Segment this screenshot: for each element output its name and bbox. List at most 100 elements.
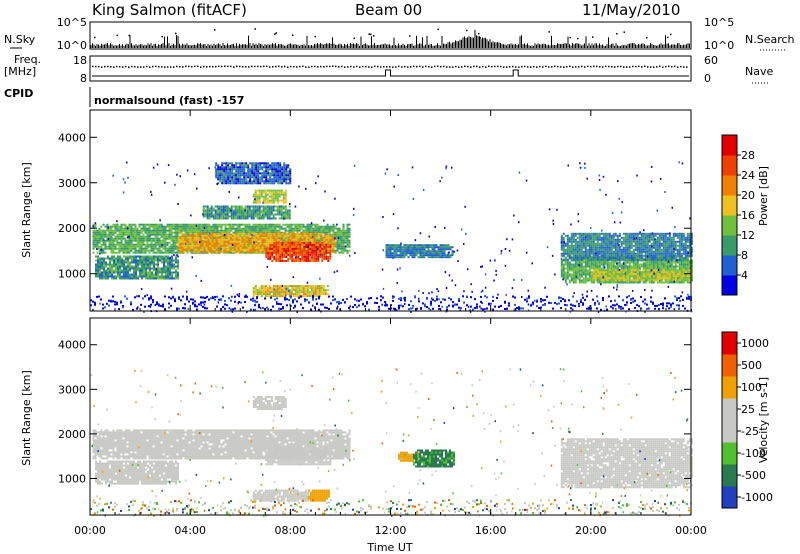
- heatmap-cell: [246, 227, 249, 230]
- heatmap-cell: [221, 242, 224, 245]
- heatmap-cell: [163, 269, 165, 272]
- nsearch-dot: [478, 32, 480, 35]
- heatmap-cell: [399, 254, 402, 257]
- heatmap-cell: [237, 172, 240, 175]
- heatmap-cell: [230, 215, 233, 218]
- heatmap-cell: [288, 289, 291, 292]
- heatmap-cell: [252, 201, 255, 204]
- heatmap-cell: [277, 178, 280, 181]
- heatmap-cell: [300, 227, 303, 230]
- heatmap-cell: [427, 254, 430, 257]
- heatmap-cell: [208, 239, 211, 242]
- heatmap-cell: [389, 248, 392, 251]
- freq-dot: [656, 66, 658, 68]
- heatmap-cell: [300, 223, 303, 226]
- heatmap-cell: [266, 189, 269, 192]
- heatmap-cell: [329, 255, 332, 258]
- heatmap-cell: [156, 229, 159, 232]
- heatmap-cell: [177, 236, 180, 239]
- heatmap-cell: [116, 235, 119, 238]
- heatmap-cell: [270, 217, 273, 220]
- heatmap-cell: [260, 293, 263, 296]
- heatmap-cell: [186, 251, 189, 254]
- heatmap-cell: [144, 235, 147, 238]
- heatmap-cell: [211, 236, 214, 239]
- heatmap-cell: [242, 215, 245, 218]
- heatmap-cell: [256, 205, 259, 208]
- heatmap-cell: [132, 239, 135, 242]
- freq-dot: [683, 66, 685, 68]
- heatmap-cell: [299, 234, 302, 237]
- heatmap-cell: [289, 178, 292, 181]
- heatmap-cell: [209, 244, 212, 247]
- heatmap-cell: [164, 227, 167, 230]
- heatmap-cell: [327, 251, 330, 254]
- heatmap-cell: [266, 223, 269, 226]
- heatmap-cell: [122, 233, 125, 236]
- heatmap-cell: [234, 205, 237, 208]
- heatmap-cell: [429, 252, 432, 255]
- heatmap-cell: [157, 273, 159, 276]
- heatmap-cell: [257, 244, 260, 247]
- heatmap-cell: [265, 247, 268, 250]
- heatmap-cell: [175, 271, 177, 274]
- heatmap-cell: [246, 207, 249, 210]
- heatmap-cell: [258, 205, 261, 208]
- heatmap-cell: [96, 237, 99, 240]
- heatmap-cell: [274, 213, 277, 216]
- heatmap-cell: [100, 239, 103, 242]
- heatmap-cell: [305, 234, 308, 237]
- heatmap-cell: [342, 241, 345, 244]
- freq-dot: [665, 65, 667, 68]
- heatmap-cell: [271, 240, 274, 243]
- heatmap-cell: [208, 213, 211, 216]
- heatmap-cell: [226, 213, 229, 216]
- heatmap-cell: [299, 247, 302, 250]
- heatmap-cell: [143, 273, 145, 276]
- heatmap-cell: [143, 275, 145, 278]
- heatmap-cell: [264, 213, 267, 216]
- heatmap-cell: [233, 248, 236, 251]
- heatmap-cell: [233, 234, 236, 237]
- heatmap-cell: [271, 174, 274, 177]
- heatmap-cell: [103, 269, 105, 272]
- heatmap-cell: [321, 241, 324, 244]
- freq-dot: [557, 65, 559, 68]
- heatmap-cell: [243, 246, 246, 249]
- heatmap-cell: [315, 232, 318, 235]
- heatmap-cell: [135, 261, 137, 264]
- freq-dot: [524, 65, 526, 68]
- heatmap-cell: [439, 250, 442, 253]
- heatmap-cell: [272, 291, 275, 294]
- heatmap-cell: [180, 223, 183, 226]
- heatmap-cell: [216, 223, 219, 226]
- heatmap-cell: [286, 213, 289, 216]
- heatmap-cell: [134, 239, 137, 242]
- heatmap-cell: [147, 267, 149, 270]
- heatmap-cell: [211, 246, 214, 249]
- heatmap-cell: [239, 248, 242, 251]
- heatmap-cell: [223, 248, 226, 251]
- heatmap-cell: [136, 239, 139, 242]
- heatmap-cell: [276, 213, 279, 216]
- heatmap-cell: [107, 271, 109, 274]
- heatmap-cell: [113, 261, 115, 264]
- heatmap-cell: [255, 176, 258, 179]
- heatmap-cell: [239, 232, 242, 235]
- heatmap-cell: [262, 217, 265, 220]
- heatmap-cell: [292, 287, 295, 290]
- heatmap-cell: [266, 217, 269, 220]
- heatmap-cell: [254, 207, 257, 210]
- heatmap-cell: [236, 217, 239, 220]
- heatmap-cell: [233, 242, 236, 245]
- heatmap-cell: [127, 265, 129, 268]
- heatmap-cell: [421, 248, 424, 251]
- freq-dot: [368, 66, 370, 68]
- heatmap-cell: [168, 247, 171, 250]
- heatmap-cell: [238, 215, 241, 218]
- heatmap-cell: [401, 256, 404, 259]
- heatmap-cell: [127, 259, 129, 262]
- heatmap-cell: [166, 243, 169, 246]
- heatmap-cell: [348, 223, 351, 226]
- heatmap-cell: [207, 244, 210, 247]
